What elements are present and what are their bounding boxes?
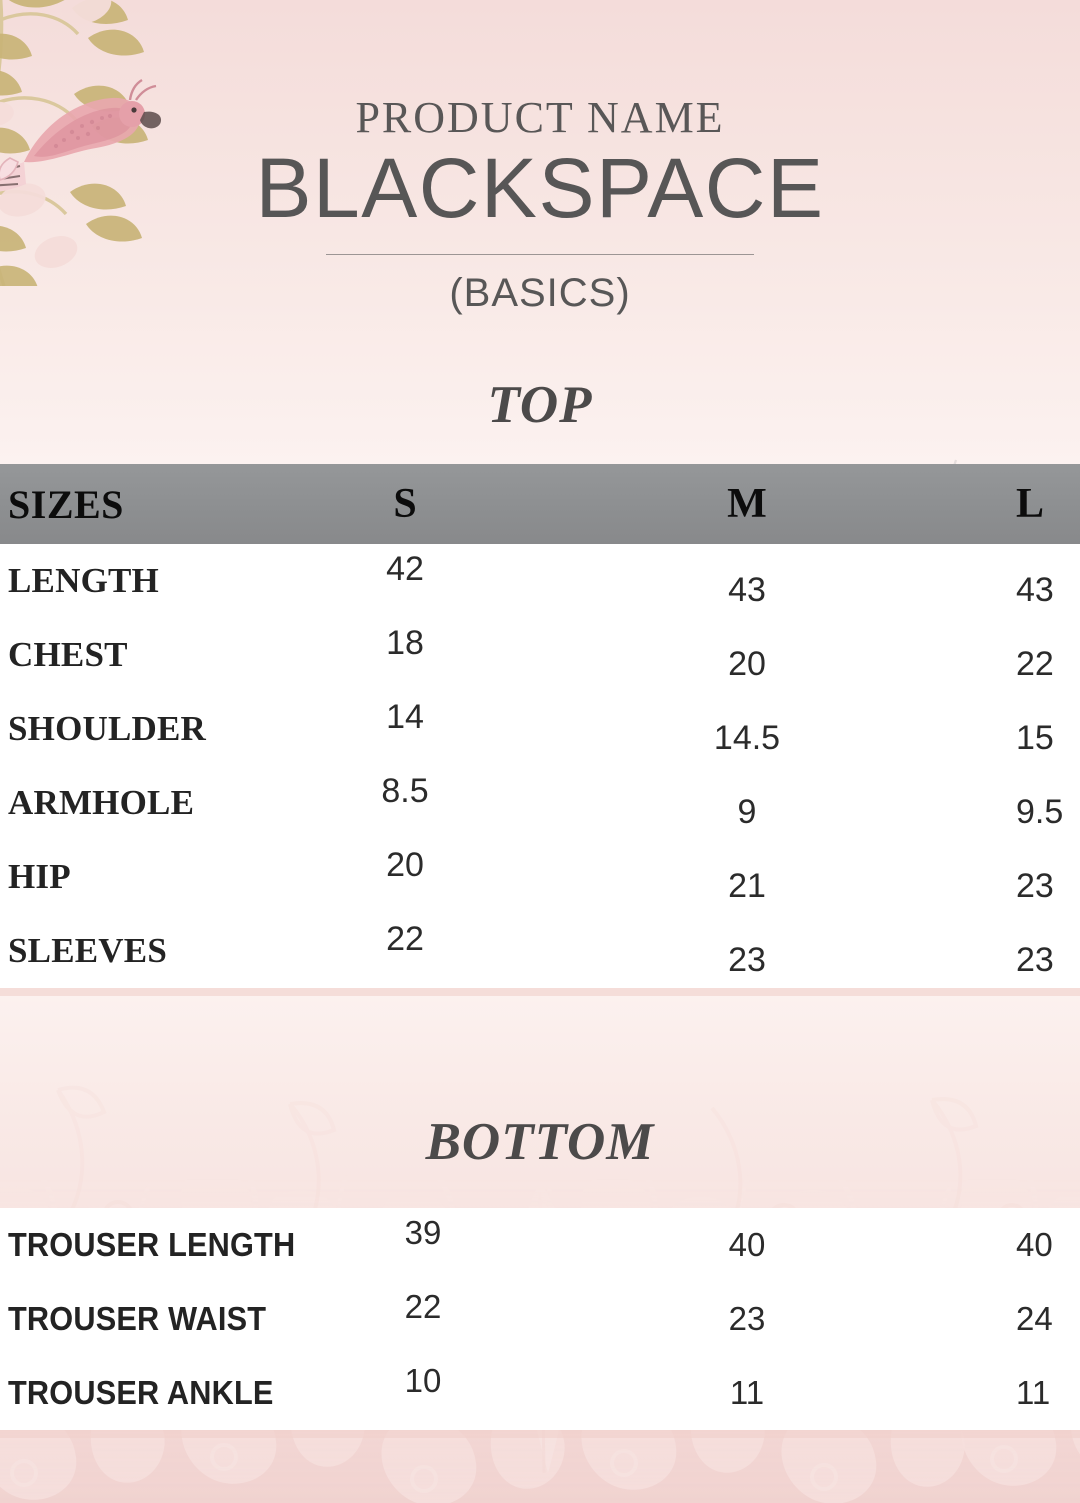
value-l: 11 — [1016, 1374, 1051, 1411]
value-l: 43 — [1016, 571, 1054, 609]
measurement-label: SLEEVES — [8, 931, 167, 970]
value-s: 18 — [386, 624, 424, 662]
value-s: 20 — [386, 846, 424, 884]
value-m: 21 — [728, 867, 766, 905]
value-m: 23 — [728, 941, 766, 979]
value-l: 23 — [1016, 867, 1054, 905]
value-s: 8.5 — [381, 772, 429, 810]
measurement-label: SHOULDER — [8, 709, 207, 748]
value-l: 22 — [1016, 645, 1054, 683]
measurement-label: LENGTH — [8, 561, 159, 600]
table-header-row: SIZES S M L — [0, 464, 1080, 544]
section-heading-top: TOP — [487, 376, 593, 434]
collection-subtitle: (BASICS) — [449, 270, 631, 315]
brand-name: BLACKSPACE — [255, 141, 825, 235]
value-m: 11 — [729, 1374, 765, 1411]
value-l: 23 — [1016, 941, 1054, 979]
size-table-bottom: TROUSER LENGTH 39 40 40 TROUSER WAIST 22… — [0, 1208, 1080, 1438]
value-m: 20 — [728, 645, 766, 683]
table-row: TROUSER WAIST 22 23 24 — [0, 1282, 1080, 1364]
measurement-label: ARMHOLE — [8, 783, 195, 822]
value-m: 14.5 — [713, 719, 781, 757]
table-row: TROUSER ANKLE 10 11 11 — [0, 1356, 1080, 1438]
value-m: 43 — [728, 571, 766, 609]
value-s: 22 — [404, 1288, 442, 1325]
table-row: SHOULDER 14 14.5 15 — [0, 692, 1080, 774]
value-l: 15 — [1016, 719, 1054, 757]
measurement-label: CHEST — [8, 635, 128, 674]
value-m: 40 — [728, 1226, 766, 1263]
value-l: 40 — [1016, 1226, 1053, 1263]
product-name-label: PRODUCT NAME — [355, 93, 725, 142]
table-row: CHEST 18 20 22 — [0, 618, 1080, 700]
value-s: 14 — [386, 698, 424, 736]
column-header-sizes: SIZES — [8, 481, 124, 527]
value-l: 9.5 — [1016, 793, 1064, 831]
value-s: 10 — [404, 1362, 442, 1399]
measurement-label: TROUSER WAIST — [8, 1300, 267, 1337]
section-heading-bottom: BOTTOM — [425, 1113, 655, 1171]
value-m: 9 — [737, 793, 757, 831]
table-row: SLEEVES 22 23 23 — [0, 914, 1080, 996]
measurement-label: TROUSER ANKLE — [8, 1374, 274, 1411]
value-l: 24 — [1016, 1300, 1053, 1337]
value-s: 39 — [404, 1214, 442, 1251]
table-row: TROUSER LENGTH 39 40 40 — [0, 1208, 1080, 1290]
value-m: 23 — [728, 1300, 766, 1337]
column-header-s: S — [393, 481, 417, 527]
title-divider — [326, 253, 754, 255]
column-header-l: L — [1016, 481, 1045, 527]
table-row: HIP 20 21 23 — [0, 840, 1080, 922]
measurement-label: HIP — [8, 857, 71, 896]
table-row: LENGTH 42 43 43 — [0, 544, 1080, 626]
value-s: 42 — [386, 550, 424, 588]
size-table-top: SIZES S M L LENGTH 42 43 43 CHEST 18 20 … — [0, 464, 1080, 996]
value-s: 22 — [386, 920, 424, 958]
column-header-m: M — [727, 481, 767, 527]
table-row: ARMHOLE 8.5 9 9.5 — [0, 766, 1080, 848]
measurement-label: TROUSER LENGTH — [8, 1226, 296, 1263]
title-block: PRODUCT NAME BLACKSPACE (BASICS) — [0, 96, 1080, 316]
